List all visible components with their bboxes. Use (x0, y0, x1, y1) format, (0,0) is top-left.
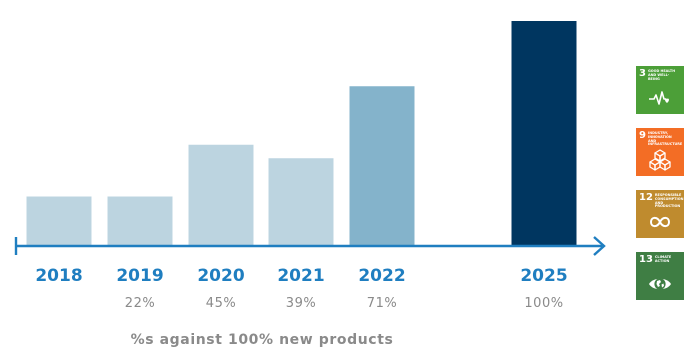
sdg-tile-13: 13 Climate action (636, 252, 684, 300)
sdg-tile-header: 12 Responsible consumption and production (639, 193, 684, 209)
category-label-2019: 2019 (116, 266, 163, 286)
bars-group (26, 21, 577, 246)
sdg-number: 12 (639, 192, 653, 203)
chart-footnote: %s against 100% new products (131, 332, 394, 348)
category-label-2018: 2018 (35, 266, 82, 286)
bar-2025 (511, 21, 577, 246)
x-axis-arrowhead (593, 236, 606, 256)
sdg-number: 3 (639, 68, 646, 79)
data-label-2021: 39% (286, 296, 316, 311)
data-label-2025: 100% (524, 296, 563, 311)
bar-2020 (188, 144, 254, 246)
sdg-number: 13 (639, 254, 653, 265)
sdg-tile-header: 13 Climate action (639, 255, 684, 265)
category-label-2020: 2020 (197, 266, 244, 286)
bar-2022 (349, 86, 415, 246)
sdg-title: Responsible consumption and production (654, 193, 684, 209)
sdg-tile-header: 3 Good health and well-being (639, 69, 678, 81)
sdg-title: Industry, innovation and infrastructure (647, 131, 683, 147)
infinity-icon (648, 210, 672, 234)
bar-2019 (107, 196, 173, 246)
sdg-tile-12: 12 Responsible consumption and production (636, 190, 684, 238)
bar-2021 (268, 158, 334, 246)
sdg-tile-header: 9 Industry, innovation and infrastructure (639, 130, 683, 147)
cubes-icon (648, 148, 672, 172)
bar-2018 (26, 196, 92, 246)
data-label-2022: 71% (367, 296, 397, 311)
category-label-2021: 2021 (277, 266, 324, 286)
data-label-2020: 45% (206, 296, 236, 311)
eye-globe-icon (648, 272, 672, 296)
data-label-2019: 22% (125, 296, 155, 311)
sdg-title: Climate action (654, 255, 672, 263)
sdg-tile-9: 9 Industry, innovation and infrastructure (636, 128, 684, 176)
bar-chart: 2018 2019 2020 2021 2022 2025 22% 45% 39% 71% 100… (14, 21, 606, 348)
sdg-number: 9 (639, 130, 646, 141)
category-label-2022: 2022 (358, 266, 405, 286)
sdg-tile-3: 3 Good health and well-being (636, 66, 684, 114)
category-labels: 2018 2019 2020 2021 2022 2025 (35, 266, 567, 286)
category-label-2025: 2025 (520, 266, 567, 286)
heartbeat-icon (648, 86, 672, 110)
data-labels: 22% 45% 39% 71% 100% (125, 296, 563, 311)
sdg-title: Good health and well-being (647, 69, 676, 81)
x-axis (14, 236, 606, 256)
